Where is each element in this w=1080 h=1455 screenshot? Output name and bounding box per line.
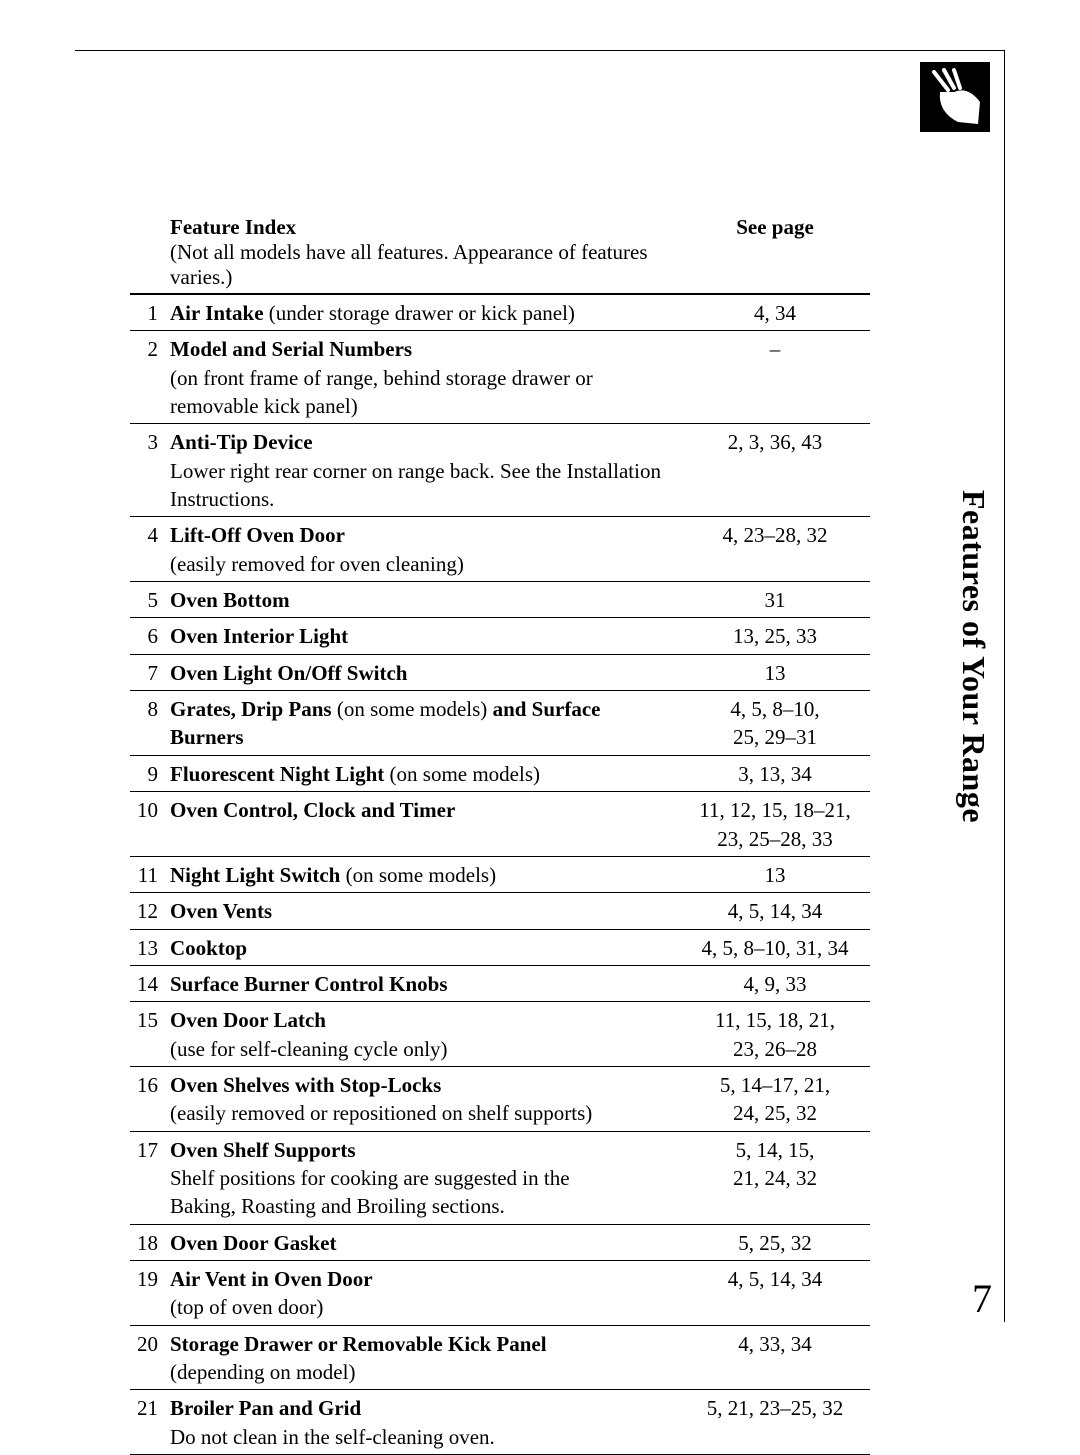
row-feature: Oven Control, Clock and Timer <box>170 792 680 857</box>
row-page: 4, 9, 33 <box>680 965 870 1001</box>
row-feature: Grates, Drip Pans (on some models) and S… <box>170 691 680 756</box>
row-feature: Oven Light On/Off Switch <box>170 654 680 690</box>
row-number: 10 <box>130 792 170 857</box>
row-page: 13 <box>680 856 870 892</box>
row-page: 5, 25, 32 <box>680 1224 870 1260</box>
row-page: 4, 34 <box>680 295 870 331</box>
row-number: 14 <box>130 965 170 1001</box>
table-row: 20Storage Drawer or Removable Kick Panel… <box>130 1325 870 1390</box>
row-number: 17 <box>130 1131 170 1224</box>
frame-right-rule <box>1004 50 1005 1322</box>
row-number: 2 <box>130 331 170 424</box>
page-number: 7 <box>972 1275 992 1322</box>
row-feature: Oven Shelves with Stop-Locks(easily remo… <box>170 1066 680 1131</box>
row-feature: Oven Interior Light <box>170 618 680 654</box>
row-number: 1 <box>130 295 170 331</box>
row-number: 5 <box>130 582 170 618</box>
row-feature: Air Intake (under storage drawer or kick… <box>170 295 680 331</box>
row-page: 11, 15, 18, 21,23, 26–28 <box>680 1002 870 1067</box>
row-feature: Broiler Pan and GridDo not clean in the … <box>170 1390 680 1455</box>
row-feature: Oven Door Gasket <box>170 1224 680 1260</box>
row-page: 3, 13, 34 <box>680 755 870 791</box>
table-row: 19Air Vent in Oven Door(top of oven door… <box>130 1260 870 1325</box>
row-number: 18 <box>130 1224 170 1260</box>
row-number: 4 <box>130 517 170 582</box>
table-row: 10Oven Control, Clock and Timer11, 12, 1… <box>130 792 870 857</box>
row-number: 15 <box>130 1002 170 1067</box>
row-number: 16 <box>130 1066 170 1131</box>
table-header: Feature Index (Not all models have all f… <box>130 215 870 295</box>
table-row: 21Broiler Pan and GridDo not clean in th… <box>130 1390 870 1455</box>
table-row: 9Fluorescent Night Light (on some models… <box>130 755 870 791</box>
row-page: 4, 5, 14, 34 <box>680 1260 870 1325</box>
row-feature: Storage Drawer or Removable Kick Panel(d… <box>170 1325 680 1390</box>
row-feature: Fluorescent Night Light (on some models) <box>170 755 680 791</box>
row-feature: Oven Shelf SupportsShelf positions for c… <box>170 1131 680 1224</box>
feature-index-table: Feature Index (Not all models have all f… <box>130 215 870 1455</box>
row-page: 13 <box>680 654 870 690</box>
table-row: 5Oven Bottom31 <box>130 582 870 618</box>
row-page: 31 <box>680 582 870 618</box>
table-row: 18Oven Door Gasket5, 25, 32 <box>130 1224 870 1260</box>
row-feature: Air Vent in Oven Door(top of oven door) <box>170 1260 680 1325</box>
row-feature: Anti-Tip DeviceLower right rear corner o… <box>170 424 680 517</box>
table-row: 13Cooktop4, 5, 8–10, 31, 34 <box>130 929 870 965</box>
frame-top-rule <box>75 50 1005 51</box>
table-row: 12Oven Vents4, 5, 14, 34 <box>130 893 870 929</box>
row-number: 8 <box>130 691 170 756</box>
row-feature: Night Light Switch (on some models) <box>170 856 680 892</box>
row-number: 20 <box>130 1325 170 1390</box>
table-row: 2Model and Serial Numbers(on front frame… <box>130 331 870 424</box>
row-number: 6 <box>130 618 170 654</box>
row-page: – <box>680 331 870 424</box>
row-page: 4, 33, 34 <box>680 1325 870 1390</box>
table-row: 15Oven Door Latch(use for self-cleaning … <box>130 1002 870 1067</box>
row-page: 4, 5, 14, 34 <box>680 893 870 929</box>
feature-rows: 1Air Intake (under storage drawer or kic… <box>130 295 870 1455</box>
table-row: 11Night Light Switch (on some models)13 <box>130 856 870 892</box>
header-feature-sub: (Not all models have all features. Appea… <box>170 240 648 289</box>
row-page: 4, 5, 8–10, 31, 34 <box>680 929 870 965</box>
header-feature-label: Feature Index <box>170 215 296 239</box>
row-feature: Lift-Off Oven Door(easily removed for ov… <box>170 517 680 582</box>
table-row: 1Air Intake (under storage drawer or kic… <box>130 295 870 331</box>
row-page: 4, 23–28, 32 <box>680 517 870 582</box>
row-feature: Oven Vents <box>170 893 680 929</box>
table-row: 16Oven Shelves with Stop-Locks(easily re… <box>130 1066 870 1131</box>
hand-pointing-icon <box>920 62 990 132</box>
row-number: 12 <box>130 893 170 929</box>
row-number: 21 <box>130 1390 170 1455</box>
row-page: 11, 12, 15, 18–21,23, 25–28, 33 <box>680 792 870 857</box>
row-number: 13 <box>130 929 170 965</box>
row-number: 9 <box>130 755 170 791</box>
table-row: 3Anti-Tip DeviceLower right rear corner … <box>130 424 870 517</box>
table-row: 7Oven Light On/Off Switch13 <box>130 654 870 690</box>
table-row: 14Surface Burner Control Knobs4, 9, 33 <box>130 965 870 1001</box>
table-row: 6Oven Interior Light13, 25, 33 <box>130 618 870 654</box>
row-number: 7 <box>130 654 170 690</box>
row-number: 3 <box>130 424 170 517</box>
row-feature: Oven Bottom <box>170 582 680 618</box>
row-number: 11 <box>130 856 170 892</box>
row-page: 5, 21, 23–25, 32 <box>680 1390 870 1455</box>
row-feature: Cooktop <box>170 929 680 965</box>
table-row: 17Oven Shelf SupportsShelf positions for… <box>130 1131 870 1224</box>
row-number: 19 <box>130 1260 170 1325</box>
row-page: 5, 14, 15,21, 24, 32 <box>680 1131 870 1224</box>
table-row: 4Lift-Off Oven Door(easily removed for o… <box>130 517 870 582</box>
row-page: 5, 14–17, 21,24, 25, 32 <box>680 1066 870 1131</box>
row-page: 4, 5, 8–10,25, 29–31 <box>680 691 870 756</box>
row-page: 13, 25, 33 <box>680 618 870 654</box>
row-feature: Oven Door Latch(use for self-cleaning cy… <box>170 1002 680 1067</box>
table-row: 8Grates, Drip Pans (on some models) and … <box>130 691 870 756</box>
section-title: Features of Your Range <box>955 490 992 823</box>
header-page-label: See page <box>680 215 870 290</box>
row-page: 2, 3, 36, 43 <box>680 424 870 517</box>
row-feature: Surface Burner Control Knobs <box>170 965 680 1001</box>
row-feature: Model and Serial Numbers(on front frame … <box>170 331 680 424</box>
